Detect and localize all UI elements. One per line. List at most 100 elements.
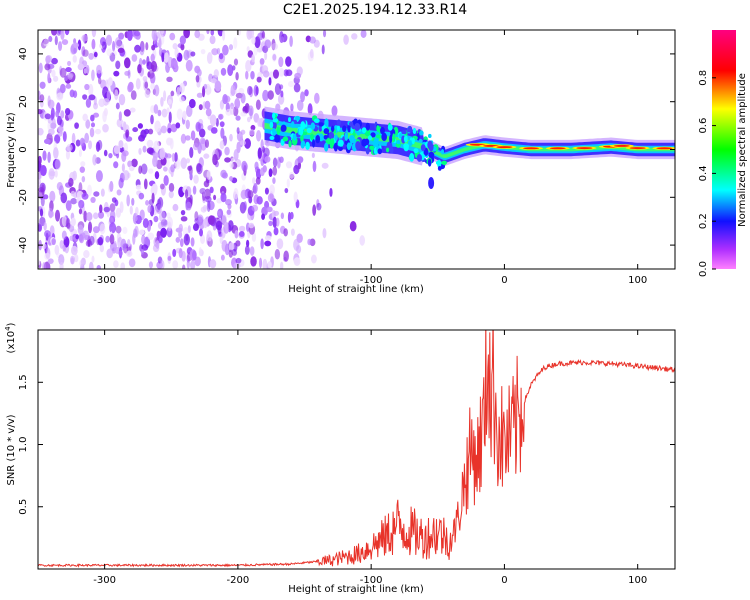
noise-speckle [154,171,160,180]
noise-speckle [343,34,349,45]
noise-speckle [194,211,199,222]
noise-speckle [105,235,110,243]
noise-speckle [38,172,42,180]
noise-speckle [61,39,69,46]
noise-speckle [48,35,53,43]
noise-speckle [236,30,242,37]
noise-speckle [44,230,51,238]
noise-speckle [272,177,276,185]
y-tick-label: -20 [18,189,29,205]
noise-speckle [148,261,153,269]
noise-speckle [106,48,113,57]
noise-speckle [213,194,217,201]
noise-speckle [96,64,102,74]
x-tick-label: -200 [227,275,250,286]
noise-speckle [278,67,285,77]
noise-speckle [309,48,314,59]
noise-speckle [202,205,208,212]
noise-speckle [168,190,174,199]
signal-speckle [301,140,306,147]
noise-speckle [250,124,256,131]
noise-speckle [87,184,92,197]
noise-speckle [269,184,275,196]
noise-speckle [274,248,281,260]
noise-speckle [42,150,47,161]
noise-speckle [283,250,289,262]
noise-speckle [243,201,247,211]
colorbar-gradient [712,30,736,269]
noise-speckle [180,133,187,144]
noise-speckle [40,195,45,207]
noise-speckle [167,127,172,134]
x-tick-label: 100 [628,275,647,286]
noise-speckle [77,224,84,235]
y-tick-label: 0 [18,146,29,152]
signal-speckle [347,123,351,133]
signal-speckle [334,134,338,141]
noise-speckle [235,72,239,81]
noise-speckle [187,165,193,171]
noise-speckle [85,64,90,74]
noise-speckle [240,129,246,135]
noise-speckle [56,92,64,101]
noise-speckle [72,55,77,63]
signal-speckle [298,126,304,136]
noise-speckle [220,67,227,76]
noise-speckle [47,151,51,164]
noise-speckle [70,217,76,227]
noise-speckle [264,235,272,241]
noise-speckle [204,100,211,110]
noise-speckle [185,201,192,211]
noise-speckle [84,83,90,91]
noise-speckle [226,209,232,215]
noise-speckle [220,254,225,261]
noise-speckle [99,223,106,235]
noise-speckle [210,30,215,36]
signal-speckle [294,115,301,121]
noise-speckle [38,155,42,165]
signal-speckle [280,124,287,132]
noise-speckle [79,259,84,267]
noise-speckle [216,47,221,55]
noise-speckle [251,204,259,212]
noise-speckle [166,76,173,83]
noise-speckle [247,85,253,96]
noise-speckle [42,243,47,250]
signal-core-red [656,147,673,150]
noise-speckle [251,35,256,45]
noise-speckle [127,160,133,168]
signal-speckle [323,134,328,140]
noise-speckle [170,90,175,97]
y-tick-label: 1.0 [18,437,29,453]
noise-speckle [280,261,284,269]
noise-speckle [235,115,241,121]
signal-speckle [419,130,424,136]
signal-band-green [264,122,675,159]
noise-speckle [167,255,172,261]
noise-speckle [293,191,298,203]
noise-speckle [151,192,155,204]
noise-speckle [214,80,222,92]
noise-speckle [140,248,145,255]
noise-speckle [174,47,179,58]
noise-speckle [90,122,96,128]
noise-speckle [51,69,56,78]
noise-speckle [69,89,75,98]
noise-speckle [266,206,273,213]
y-tick-label: -40 [18,237,29,253]
noise-speckle [109,222,117,234]
noise-speckle [228,249,233,258]
noise-speckle [103,149,108,157]
noise-speckle [185,119,190,130]
noise-speckle [55,110,60,118]
signal-speckle [356,131,361,136]
signal-speckle [328,131,335,140]
noise-speckle [193,174,199,184]
noise-speckle [206,30,210,35]
noise-speckle [93,191,100,197]
noise-speckle [118,111,122,121]
noise-speckle [206,230,213,242]
signal-speckle [338,146,343,152]
signal-speckle [403,135,408,143]
signal-core-red [496,146,513,149]
